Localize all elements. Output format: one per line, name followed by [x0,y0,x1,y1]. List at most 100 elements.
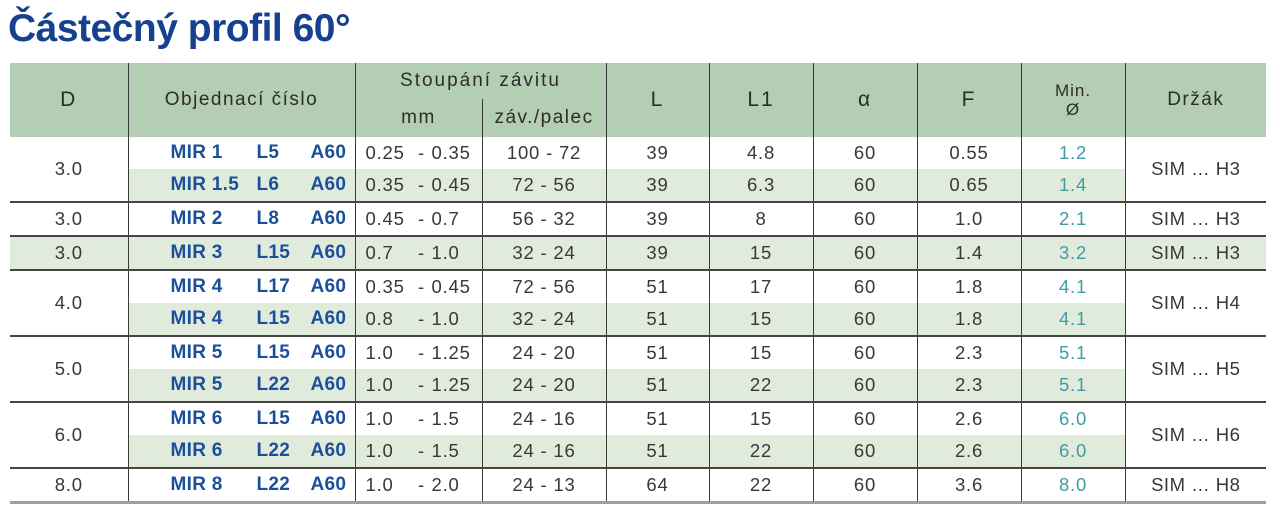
col-header-alpha: α [812,63,918,137]
order-code-angle: A60 [310,342,347,363]
alpha-cell: 60 [812,201,918,236]
order-code-length: L15 [256,242,291,263]
order-code: MIR 5 L15 A60 [129,342,355,364]
diameter-cell: 3.0 [10,235,128,270]
order-code-length: L15 [256,308,291,329]
diameter-cell: 3.0 [10,137,128,202]
col-header-thread-pitch: Stoupání závitu [354,63,607,99]
order-code-series: MIR 4 [170,276,223,297]
alpha-cell: 60 [812,435,918,468]
table-row: MIR 5 L22 A60 1.0 -1.25 24 - 20 51 22 60 2.3 5.1 [10,369,1266,402]
col-header-holder: Držák [1124,63,1267,137]
col-header-l: L [605,63,710,137]
order-code-angle: A60 [310,474,347,495]
pitch-mm-to: 1.5 [431,440,460,461]
pitch-tpi-cell: 24 - 16 [481,401,607,435]
l1-cell: 15 [708,335,814,369]
order-code-cell: MIR 1 L5 A60 [127,137,355,169]
pitch-mm-to: 0.45 [431,276,471,297]
diameter-cell: 5.0 [10,335,128,402]
alpha-cell: 60 [812,169,918,202]
range-separator: - [418,374,425,395]
pitch-mm-range: 1.0 -1.5 [356,440,482,462]
min-diameter-cell: 6.0 [1020,435,1126,468]
pitch-mm-cell: 0.35-0.45 [354,269,482,303]
order-code-series: MIR 4 [170,308,223,329]
pitch-mm-from: 0.35 [365,174,405,195]
l-cell: 39 [605,137,710,169]
order-code-length: L5 [256,142,280,163]
order-code-length: L15 [256,408,291,429]
order-code-angle: A60 [310,208,347,229]
order-code-series: MIR 5 [170,374,223,395]
min-diameter-cell: 1.2 [1020,137,1126,169]
order-code: MIR 6 L15 A60 [129,408,355,430]
order-code-angle: A60 [310,308,347,329]
range-separator: - [418,308,425,329]
range-separator: - [418,342,425,363]
order-code-angle: A60 [310,374,347,395]
l-cell: 51 [605,435,710,468]
l1-cell: 15 [708,303,814,336]
pitch-mm-from: 1.0 [365,440,394,461]
l-cell: 39 [605,201,710,236]
l1-cell: 22 [708,435,814,468]
pitch-mm-range: 1.0 -2.0 [356,474,482,496]
profile-table: D Objednací číslo Stoupání závitu L L1 α… [10,63,1267,504]
col-header-d: D [10,63,128,137]
holder-cell: SIM … H3 [1124,235,1267,270]
table-row: MIR 1.5 L6 A60 0.35-0.45 72 - 56 39 6.3 60 0.65 1… [10,169,1266,202]
l-cell: 64 [605,467,710,504]
order-code-length: L17 [256,276,291,297]
pitch-mm-range: 1.0 -1.25 [356,342,482,364]
col-header-pitch-mm: mm [354,99,482,137]
min-diameter-cell: 3.2 [1020,235,1126,270]
l1-cell: 15 [708,235,814,270]
f-cell: 2.6 [916,435,1022,468]
order-code-series: MIR 6 [170,408,223,429]
pitch-mm-cell: 0.35-0.45 [354,169,482,202]
order-code: MIR 1.5 L6 A60 [129,174,355,196]
pitch-mm-range: 1.0 -1.5 [356,408,482,430]
pitch-mm-cell: 0.25-0.35 [354,137,482,169]
pitch-tpi-cell: 100 - 72 [481,137,607,169]
order-code-length: L22 [256,474,291,495]
pitch-mm-to: 0.45 [431,174,471,195]
min-diameter-cell: 2.1 [1020,201,1126,236]
order-code-cell: MIR 5 L15 A60 [127,335,355,369]
alpha-cell: 60 [812,235,918,270]
pitch-mm-to: 1.5 [431,408,460,429]
pitch-mm-to: 2.0 [431,474,460,495]
table-row: 3.0 MIR 3 L15 A60 0.7 -1.0 32 - 24 39 15 60 1.4 3.2… [10,235,1267,270]
pitch-mm-cell: 1.0 -1.25 [354,369,482,402]
pitch-mm-cell: 0.8 -1.0 [354,303,482,336]
alpha-cell: 60 [812,303,918,336]
min-diameter-cell: 1.4 [1020,169,1126,202]
min-diameter-cell: 6.0 [1020,401,1126,435]
range-separator: - [418,208,425,229]
table-header: D Objednací číslo Stoupání závitu L L1 α… [10,63,1267,137]
holder-cell: SIM … H3 [1124,201,1267,236]
pitch-mm-cell: 1.0 -1.25 [354,335,482,369]
alpha-cell: 60 [812,137,918,169]
order-code-cell: MIR 8 L22 A60 [127,467,355,504]
diameter-symbol: Ø [1065,100,1081,119]
order-code-cell: MIR 2 L8 A60 [127,201,355,236]
l1-cell: 17 [708,269,814,303]
pitch-mm-cell: 1.0 -2.0 [354,467,482,504]
pitch-mm-from: 0.25 [365,142,405,163]
order-code: MIR 6 L22 A60 [129,440,355,462]
range-separator: - [418,242,425,263]
l-cell: 51 [605,269,710,303]
order-code-length: L8 [256,208,280,229]
col-header-l1: L1 [708,63,814,137]
f-cell: 0.65 [916,169,1022,202]
order-code-length: L22 [256,440,291,461]
min-diameter-cell: 4.1 [1020,269,1126,303]
l1-cell: 22 [708,369,814,402]
range-separator: - [418,174,425,195]
pitch-mm-range: 0.7 -1.0 [356,242,482,264]
order-code-cell: MIR 3 L15 A60 [127,235,355,270]
pitch-mm-to: 1.25 [431,342,471,363]
diameter-cell: 6.0 [10,401,128,468]
